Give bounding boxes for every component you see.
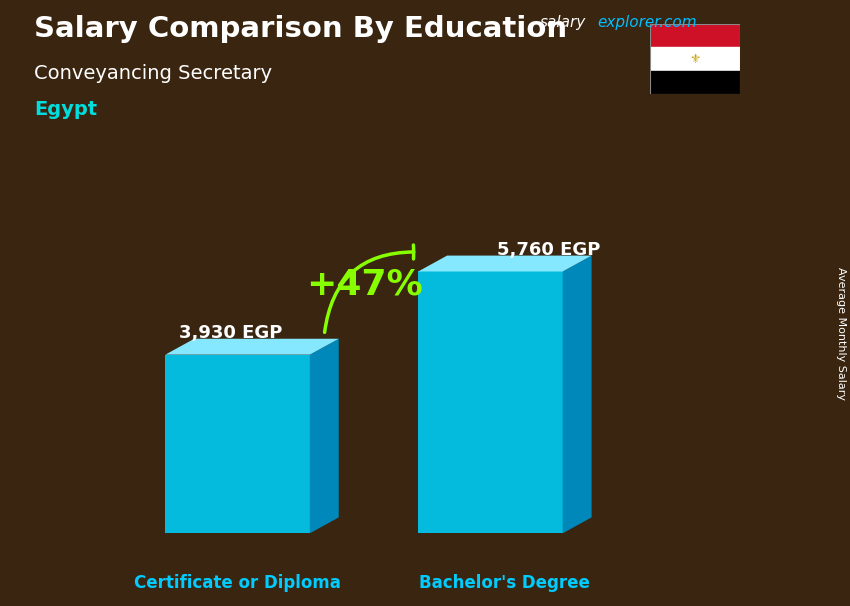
Text: explorer.com: explorer.com bbox=[598, 15, 697, 30]
Text: Salary Comparison By Education: Salary Comparison By Education bbox=[34, 15, 567, 43]
Text: ⚜: ⚜ bbox=[689, 53, 700, 65]
Polygon shape bbox=[165, 339, 338, 355]
Text: +47%: +47% bbox=[306, 267, 422, 301]
Polygon shape bbox=[165, 355, 309, 533]
Polygon shape bbox=[563, 256, 592, 533]
Text: Egypt: Egypt bbox=[34, 100, 97, 119]
Text: Average Monthly Salary: Average Monthly Salary bbox=[836, 267, 846, 400]
Polygon shape bbox=[418, 256, 592, 271]
Text: Conveyancing Secretary: Conveyancing Secretary bbox=[34, 64, 272, 82]
Polygon shape bbox=[418, 271, 563, 533]
Polygon shape bbox=[309, 339, 338, 533]
Text: 3,930 EGP: 3,930 EGP bbox=[178, 324, 282, 342]
Text: salary: salary bbox=[540, 15, 586, 30]
Bar bbox=[650, 71, 740, 94]
Bar bbox=[650, 47, 740, 71]
Bar bbox=[650, 24, 740, 47]
Text: Certificate or Diploma: Certificate or Diploma bbox=[134, 574, 341, 592]
Text: 5,760 EGP: 5,760 EGP bbox=[496, 241, 600, 259]
Text: Bachelor's Degree: Bachelor's Degree bbox=[419, 574, 591, 592]
